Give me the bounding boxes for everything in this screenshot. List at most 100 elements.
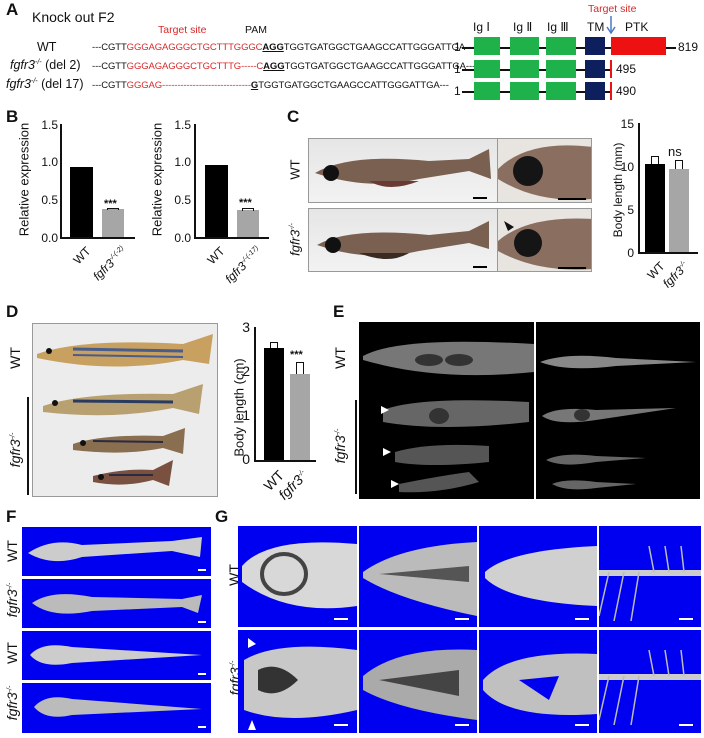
panel-label-b: B: [6, 107, 19, 126]
row-label-wt: WT: [287, 159, 303, 180]
microct-head-lateral-fgfr3: [238, 630, 357, 733]
sequence-del17: ---CGTTGGGAG----------------------------…: [92, 80, 449, 91]
microct-head-ventral-fgfr3: [359, 630, 477, 733]
head-image: [498, 145, 591, 200]
group-bracket: [27, 397, 29, 495]
arrowhead-icon: [248, 638, 256, 648]
panel-label-g: G: [215, 507, 229, 526]
y-axis-label: Body length (mm): [611, 142, 625, 238]
domain-ptk-label: PTK: [625, 20, 649, 34]
adult-fish-image: [37, 334, 213, 486]
domain-tm-label: TM: [587, 20, 605, 34]
row-label-fgfr3: fgfr3-/-: [7, 432, 23, 468]
sequence-wt: ---CGTTGGGAGAGGGCTGCTTTGGGCAGGTGGTGATGGC…: [92, 42, 475, 53]
larva-image: [317, 221, 489, 268]
fish-fgfr3-2: [73, 428, 185, 454]
significance-marker: ns: [668, 144, 682, 159]
microct-head-ventral-wt: [359, 526, 477, 627]
row-label-fgfr3: fgfr3-/-: [4, 582, 20, 618]
row-label-wt: WT: [7, 347, 23, 369]
row-label-del17: fgfr3-/- (del 17): [6, 77, 84, 91]
fish-wt: [37, 334, 213, 367]
microct-head-dorsal-fgfr3: [479, 630, 597, 733]
x-tick-fgfr3-del2: fgfr3-/-(-2): [90, 244, 126, 284]
domain-target-site-label: Target site: [588, 3, 637, 15]
tm-domain: [585, 60, 605, 78]
microct-dorsal-wt: [22, 631, 211, 680]
domain-start-1: 1: [454, 40, 461, 54]
microct-spine-fgfr3: [598, 630, 701, 733]
x-axis: [60, 237, 135, 239]
y-axis-label: Relative expression: [16, 122, 32, 237]
fish-fgfr3-1: [43, 384, 203, 416]
microct-lateral-fgfr3: [22, 579, 211, 628]
y-tick: 1.0: [41, 155, 58, 169]
ig2-domain: [510, 37, 539, 55]
x-axis: [254, 460, 316, 462]
x-tick-fgfr3-del17: fgfr3-/-(-17): [221, 244, 260, 287]
xray-lateral: [363, 341, 534, 493]
tm-domain: [585, 82, 605, 100]
group-bracket: [355, 400, 357, 494]
error-bar: [675, 160, 683, 169]
y-axis: [194, 124, 196, 238]
pam-label: PAM: [245, 24, 267, 36]
ig1-domain: [474, 60, 500, 78]
bar-wt: [70, 167, 93, 237]
bar-wt: [205, 165, 228, 237]
row-label-fgfr3: fgfr3-/-: [287, 223, 303, 256]
xray-lateral-image: [359, 322, 534, 499]
ig3-domain: [546, 82, 576, 100]
y-tick: 0.0: [174, 231, 191, 245]
y-tick: 1.5: [174, 118, 191, 132]
x-tick-wt: WT: [70, 244, 94, 268]
larva-photo-fgfr3-lateral: [308, 208, 498, 272]
bar-fgfr3: [290, 374, 310, 460]
row-label-fgfr3: fgfr3-/-: [4, 685, 20, 721]
ig2-domain: [510, 82, 539, 100]
panel-label-d: D: [6, 302, 19, 321]
panel-label-f: F: [6, 507, 17, 526]
larva-image: [315, 149, 491, 199]
x-axis: [638, 252, 698, 254]
ig1-domain: [474, 37, 500, 55]
bar-fgfr3-del17: [237, 210, 259, 237]
y-axis: [60, 124, 62, 238]
length-del2: 495: [616, 62, 637, 76]
truncation-mark: [610, 82, 612, 100]
xray-dorsal: [540, 355, 696, 490]
microct-head-dorsal-wt: [479, 526, 597, 627]
y-tick: 10: [620, 160, 634, 174]
y-tick: 1: [242, 407, 250, 423]
y-tick: 0.5: [174, 193, 191, 207]
arrowhead-icon: [381, 406, 389, 414]
error-bar: [107, 208, 119, 210]
x-tick-wt: WT: [204, 244, 228, 268]
target-site-label: Target site: [158, 24, 207, 36]
domain-start-2: 1: [454, 62, 461, 76]
microct-lateral-wt: [22, 527, 211, 576]
domain-ig1-label: Ig Ⅰ: [473, 20, 490, 34]
fish-fgfr3-3: [93, 460, 173, 486]
ig1-domain: [474, 82, 500, 100]
domain-ig2-label: Ig Ⅱ: [513, 20, 533, 34]
y-tick: 1.0: [174, 155, 191, 169]
domain-start-3: 1: [454, 84, 461, 98]
significance-marker: ***: [104, 198, 117, 210]
y-tick: 0: [242, 451, 250, 467]
adult-fish-photo: [32, 323, 218, 497]
y-tick: 5: [627, 203, 634, 217]
xray-dorsal-image: [536, 322, 700, 499]
arrow-icon: [248, 720, 256, 730]
arrowhead-icon: [391, 480, 399, 488]
ig3-domain: [546, 37, 576, 55]
x-tick-fgfr3: fgfr3-/-: [660, 259, 688, 291]
y-axis: [254, 327, 256, 461]
y-tick: 0: [627, 246, 634, 260]
significance-marker: ***: [290, 349, 303, 361]
domain-ig3-label: Ig Ⅲ: [547, 20, 569, 34]
y-axis: [638, 123, 640, 253]
x-axis: [194, 237, 269, 239]
ig2-domain: [510, 60, 539, 78]
panel-label-e: E: [333, 302, 345, 321]
